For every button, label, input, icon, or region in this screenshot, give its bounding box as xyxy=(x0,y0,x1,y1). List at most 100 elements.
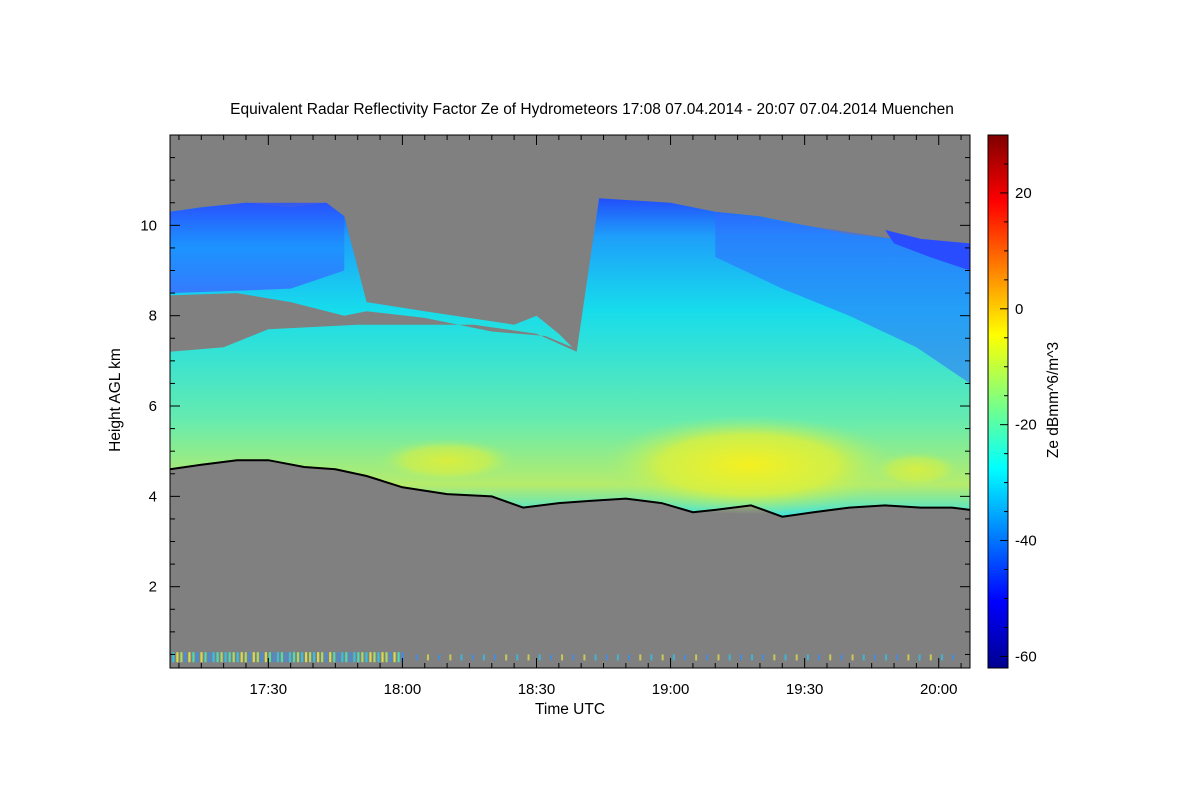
clutter-mark xyxy=(661,654,664,661)
clutter-mark xyxy=(369,652,372,663)
clutter-mark xyxy=(818,654,821,661)
clutter-mark xyxy=(572,654,575,661)
clutter-mark xyxy=(296,652,300,663)
clutter-mark xyxy=(389,652,392,663)
clutter-mark xyxy=(751,654,754,661)
clutter-mark xyxy=(349,652,352,663)
plot-frame xyxy=(169,134,971,669)
clutter-mark xyxy=(672,654,675,661)
clutter-mark xyxy=(773,654,776,661)
colorbar-tick-label: -60 xyxy=(1015,648,1037,665)
clutter-mark xyxy=(353,652,356,663)
clutter-mark xyxy=(639,654,642,661)
clutter-mark xyxy=(308,652,312,663)
clutter-mark xyxy=(220,652,223,663)
x-tick-label: 19:00 xyxy=(652,681,690,698)
clutter-mark xyxy=(304,652,308,663)
clutter-mark xyxy=(840,654,843,661)
clutter-mark xyxy=(361,652,364,663)
clutter-mark xyxy=(762,654,765,661)
y-axis-label: Height AGL km xyxy=(107,348,124,452)
clutter-mark xyxy=(284,652,288,663)
clutter-mark xyxy=(415,654,418,661)
clutter-mark xyxy=(583,654,586,661)
y-tick-label: 10 xyxy=(140,217,157,234)
clutter-mark xyxy=(494,654,497,661)
clutter-mark xyxy=(264,652,267,663)
clutter-mark xyxy=(739,654,742,661)
clutter-mark xyxy=(896,654,899,661)
colorbar-tick-label: 20 xyxy=(1015,185,1032,202)
clutter-mark xyxy=(527,654,530,661)
clutter-mark xyxy=(784,654,787,661)
x-axis-label: Time UTC xyxy=(535,701,605,718)
surface-clutter xyxy=(172,652,955,663)
clutter-mark xyxy=(918,654,921,661)
clutter-mark xyxy=(196,652,199,663)
colorbar xyxy=(987,134,1009,669)
clutter-mark xyxy=(172,652,175,663)
cloud-layer xyxy=(169,198,971,663)
clutter-mark xyxy=(268,652,271,663)
clutter-mark xyxy=(345,652,348,663)
clutter-mark xyxy=(683,654,686,661)
clutter-mark xyxy=(321,652,324,663)
clutter-mark xyxy=(357,652,360,663)
clutter-mark xyxy=(240,652,243,663)
clutter-mark xyxy=(594,654,597,661)
clutter-mark xyxy=(373,652,376,663)
reflectivity-core xyxy=(600,415,898,515)
clutter-mark xyxy=(313,652,316,663)
clutter-mark xyxy=(208,652,211,663)
clutter-mark xyxy=(393,652,396,663)
clutter-mark xyxy=(341,652,344,663)
clutter-mark xyxy=(272,652,275,663)
cloud-base-line xyxy=(169,459,971,518)
x-tick-label: 17:30 xyxy=(250,681,288,698)
clutter-mark xyxy=(244,652,247,663)
y-tick-label: 2 xyxy=(149,579,157,596)
clutter-mark xyxy=(706,654,709,661)
clutter-mark xyxy=(236,652,239,663)
clutter-mark xyxy=(795,654,798,661)
clutter-mark xyxy=(176,652,179,663)
clutter-mark xyxy=(224,652,227,663)
y-tick-label: 8 xyxy=(149,308,157,325)
clutter-mark xyxy=(940,654,943,661)
colorbar-axis: -60 -40 -20 0 20 xyxy=(1000,134,1037,665)
anvil-region xyxy=(715,211,970,384)
reflectivity-core-secondary xyxy=(377,438,518,483)
clutter-mark xyxy=(232,652,235,663)
x-tick-label: 20:00 xyxy=(920,681,958,698)
clutter-mark xyxy=(401,652,404,663)
clutter-mark xyxy=(397,652,400,663)
clutter-mark xyxy=(460,654,463,661)
clutter-mark xyxy=(438,654,441,661)
y-axis: 2 4 6 8 10 xyxy=(140,157,970,655)
clutter-mark xyxy=(216,652,219,663)
clutter-mark xyxy=(365,652,368,663)
clutter-mark xyxy=(650,654,653,661)
clutter-mark xyxy=(549,654,552,661)
clutter-mark xyxy=(717,654,720,661)
clutter-mark xyxy=(192,652,195,663)
clutter-mark xyxy=(907,654,910,661)
colorbar-tick-label: 0 xyxy=(1015,301,1023,318)
clutter-mark xyxy=(252,652,255,663)
clutter-mark xyxy=(280,652,284,663)
clutter-mark xyxy=(426,654,429,661)
clutter-mark xyxy=(204,652,207,663)
clutter-mark xyxy=(325,652,328,663)
clutter-mark xyxy=(292,652,296,663)
clutter-mark xyxy=(276,652,280,663)
clutter-mark xyxy=(952,654,955,661)
upper-cloud-layer xyxy=(170,202,345,294)
clutter-mark xyxy=(829,654,832,661)
clutter-mark xyxy=(862,654,865,661)
clear-gap xyxy=(170,293,577,352)
clutter-mark xyxy=(288,652,292,663)
clutter-mark xyxy=(300,652,304,663)
chart-title: Equivalent Radar Reflectivity Factor Ze … xyxy=(230,101,954,118)
clutter-mark xyxy=(212,652,215,663)
clutter-mark xyxy=(806,654,809,661)
